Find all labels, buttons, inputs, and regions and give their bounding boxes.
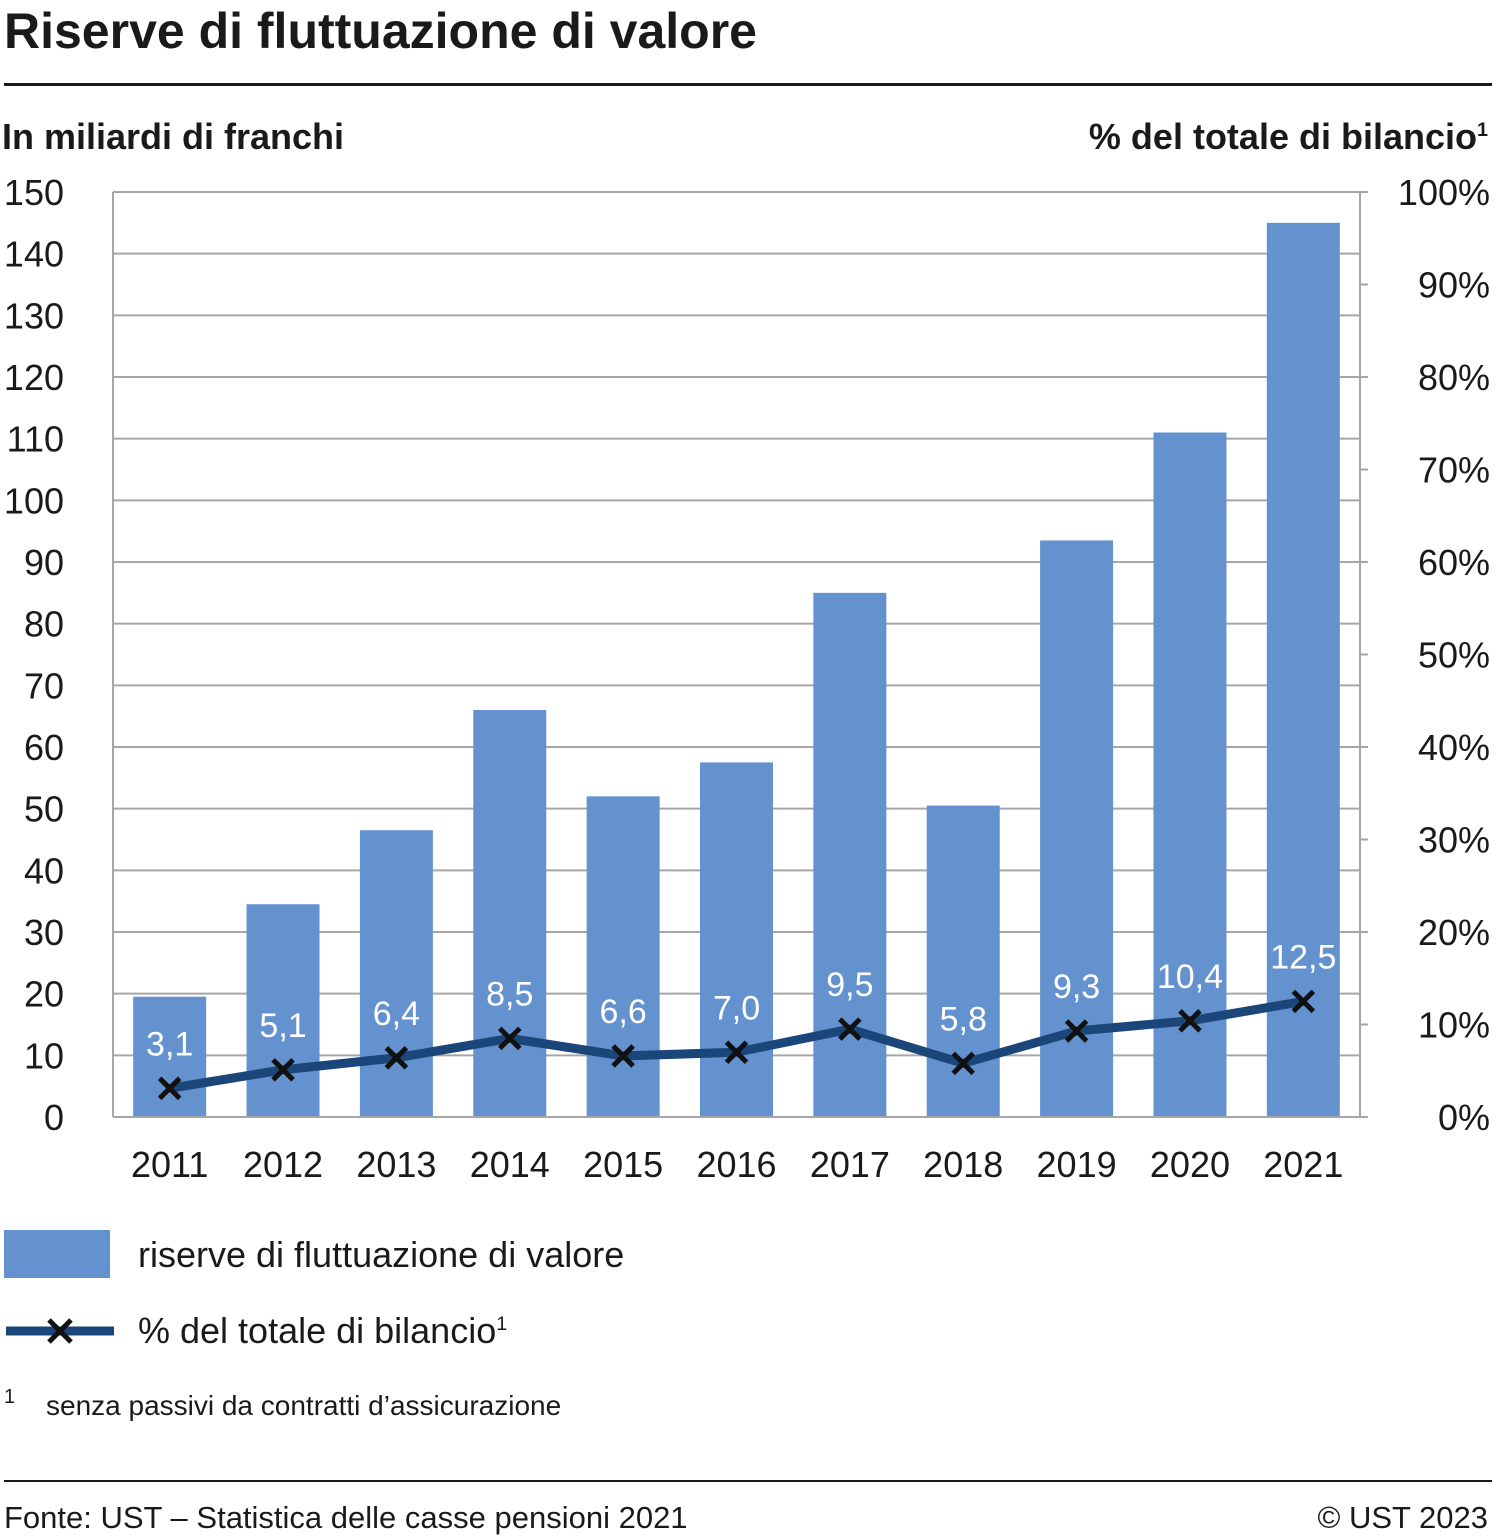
x-tick-label: 2013	[356, 1144, 436, 1185]
line-marker	[1064, 1019, 1089, 1043]
x-tick-label: 2012	[243, 1144, 323, 1185]
x-tick-label: 2019	[1037, 1144, 1117, 1185]
data-label: 5,8	[940, 1000, 987, 1038]
data-label: 9,5	[826, 966, 873, 1004]
line-marker	[724, 1040, 749, 1065]
line-marker	[1291, 989, 1316, 1014]
footnote-mark: 1	[4, 1386, 16, 1408]
y-tick-label-left: 30	[24, 912, 64, 953]
data-label: 12,5	[1270, 938, 1336, 976]
footnote-text: senza passivi da contratti d’assicurazio…	[46, 1390, 562, 1421]
legend-bar-label: riserve di fluttuazione di valore	[138, 1234, 625, 1275]
data-label: 8,5	[486, 975, 533, 1013]
data-label: 3,1	[146, 1025, 193, 1063]
y-tick-label-right: 50%	[1418, 635, 1490, 676]
y-tick-label-right: 10%	[1418, 1005, 1490, 1046]
data-label: 9,3	[1053, 968, 1100, 1006]
y-tick-label-left: 120	[4, 357, 64, 398]
right-axis-unit-footnote-mark: 1	[1476, 119, 1488, 141]
bar	[1153, 432, 1227, 1117]
y-tick-label-right: 0%	[1438, 1097, 1490, 1138]
x-tick-label: 2018	[923, 1144, 1003, 1185]
y-tick-label-left: 140	[4, 234, 64, 275]
y-tick-label-left: 80	[24, 604, 64, 645]
y-tick-label-left: 110	[7, 419, 64, 460]
source-text: Fonte: UST – Statistica delle casse pens…	[4, 1500, 688, 1535]
left-axis-unit: In miliardi di franchi	[2, 116, 345, 157]
bar	[359, 830, 433, 1117]
y-tick-label-left: 10	[24, 1035, 64, 1076]
line-marker	[1178, 1009, 1202, 1033]
y-tick-label-left: 60	[24, 727, 64, 768]
bar	[1266, 222, 1340, 1118]
x-tick-label: 2011	[131, 1144, 208, 1185]
bar	[1040, 540, 1114, 1117]
y-tick-label-left: 130	[4, 295, 64, 336]
y-tick-label-left: 50	[24, 789, 64, 830]
y-tick-label-left: 20	[24, 974, 64, 1015]
y-tick-label-right: 70%	[1418, 450, 1490, 491]
y-tick-label-right: 90%	[1418, 265, 1490, 306]
chart-canvas: 0 10 20 30 40 50 60 70 80 90 100 110 120 130 140 150 0% 1…	[4, 172, 1490, 1185]
x-tick-label: 2020	[1150, 1144, 1230, 1185]
right-axis-unit: % del totale di bilancio1	[1089, 116, 1488, 158]
x-tick-label: 2015	[583, 1144, 663, 1185]
data-label: 7,0	[713, 989, 760, 1027]
source-rule	[4, 1480, 1492, 1482]
chart-title: Riserve di fluttuazione di valore	[4, 3, 757, 59]
data-label: 6,6	[600, 993, 647, 1031]
line-marker	[951, 1051, 975, 1076]
line-marker	[384, 1046, 409, 1070]
legend-line-text: % del totale di bilancio	[138, 1310, 497, 1351]
legend-line-footnote-mark: 1	[496, 1313, 508, 1335]
y-tick-label-right: 30%	[1418, 820, 1490, 861]
y-tick-label-right: 80%	[1418, 357, 1490, 398]
y-tick-label-left: 150	[4, 172, 64, 213]
data-label: 5,1	[259, 1007, 306, 1045]
y-tick-label-left: 0	[44, 1097, 64, 1138]
copyright-text: © UST 2023	[1317, 1500, 1488, 1535]
bar	[246, 904, 320, 1117]
x-tick-label: 2016	[696, 1144, 776, 1185]
line-marker	[838, 1017, 862, 1041]
x-tick-label: 2021	[1263, 1144, 1343, 1185]
line-marker	[611, 1044, 635, 1068]
legend-line-swatch	[6, 1318, 114, 1344]
line-marker	[498, 1026, 522, 1051]
bar	[926, 805, 1000, 1117]
legend-bar-swatch	[4, 1230, 110, 1278]
y-tick-label-right: 100%	[1398, 172, 1490, 213]
line-marker	[157, 1076, 182, 1101]
title-rule	[4, 83, 1492, 86]
x-tick-label: 2014	[470, 1144, 550, 1185]
right-axis-unit-text: % del totale di bilancio	[1088, 116, 1477, 157]
data-label: 6,4	[373, 995, 420, 1033]
y-tick-label-left: 90	[24, 542, 64, 583]
y-tick-label-left: 40	[24, 850, 64, 891]
bar	[473, 710, 547, 1117]
bar	[133, 996, 207, 1117]
line-marker	[271, 1058, 295, 1082]
legend-line-label: % del totale di bilancio1	[138, 1310, 507, 1352]
y-tick-label-right: 40%	[1418, 727, 1490, 768]
data-label: 10,4	[1157, 958, 1223, 996]
y-tick-label-left: 70	[24, 665, 64, 706]
y-tick-label-right: 60%	[1418, 542, 1490, 583]
bar	[586, 796, 660, 1117]
y-tick-label-right: 20%	[1418, 912, 1490, 953]
bar	[700, 762, 773, 1117]
x-tick-label: 2017	[810, 1144, 890, 1185]
y-tick-label-left: 100	[4, 480, 64, 521]
